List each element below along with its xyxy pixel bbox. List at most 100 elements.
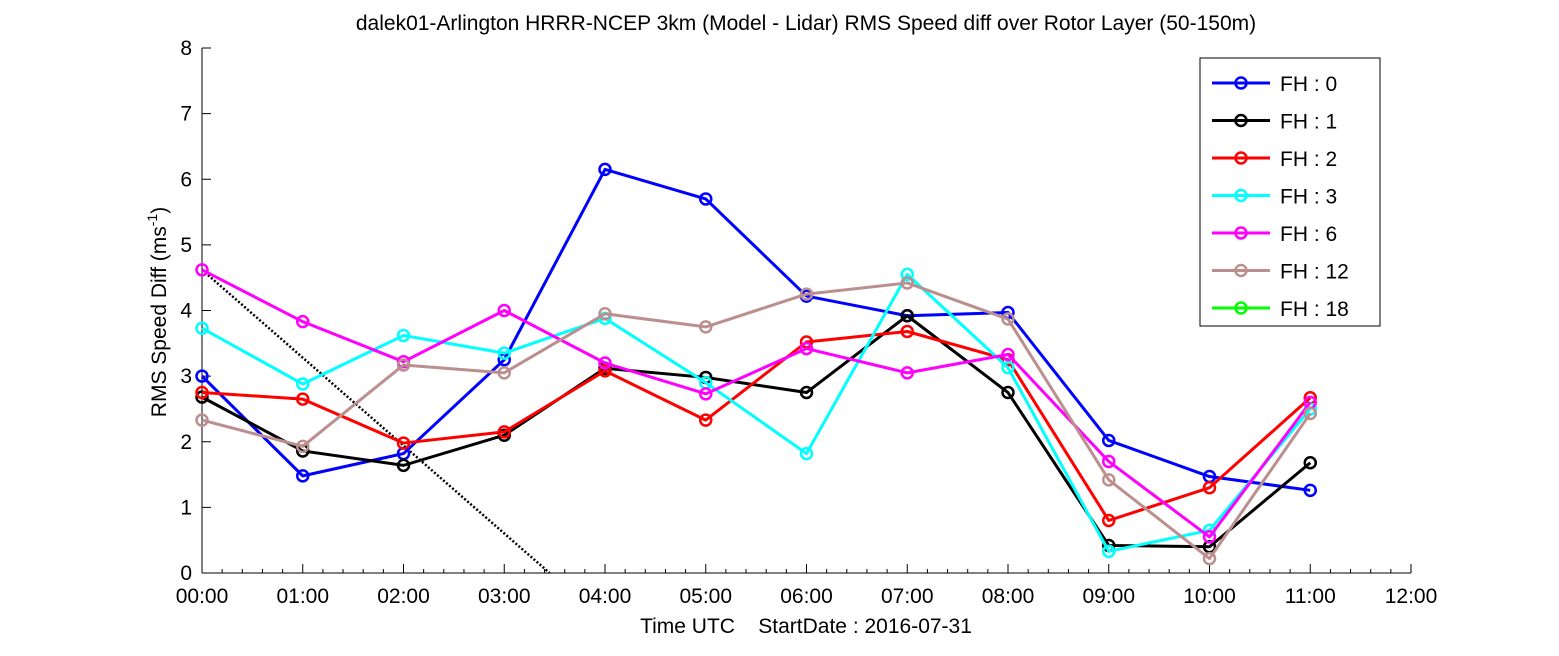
legend-swatch-marker xyxy=(1234,301,1248,315)
legend-entry: FH : 1 xyxy=(1212,111,1337,134)
data-point xyxy=(799,385,814,400)
legend-swatch-marker xyxy=(1234,263,1248,278)
x-tick-label: 06:00 xyxy=(780,585,833,608)
dotted-reference-line xyxy=(201,268,551,574)
data-point xyxy=(699,413,713,427)
legend: FH : 0 FH : 1 FH : 2 FH : 3 FH : 6 FH : 12 FH … xyxy=(1199,57,1381,327)
data-point xyxy=(598,356,612,370)
y-tick-label: 3 xyxy=(180,365,192,388)
data-point xyxy=(1102,544,1116,559)
data-point xyxy=(900,324,914,339)
y-axis-label-end: ) xyxy=(148,207,171,214)
y-axis-label-main: RMS Speed Diff (ms xyxy=(148,226,171,417)
data-point xyxy=(598,307,612,321)
data-point xyxy=(296,392,310,406)
y-tick-label: 0 xyxy=(180,562,192,585)
x-tick-label: 01:00 xyxy=(276,585,329,608)
series-fh-2 xyxy=(195,324,1317,528)
legend-entry: FH : 12 xyxy=(1212,261,1349,284)
legend-entry: FH : 2 xyxy=(1212,148,1337,171)
data-point xyxy=(699,320,713,334)
x-tick-label: 03:00 xyxy=(478,585,531,608)
data-point xyxy=(1102,454,1116,469)
y-tick-label: 6 xyxy=(180,168,192,191)
y-tick-label: 8 xyxy=(180,37,192,60)
legend-swatch-marker xyxy=(1234,151,1248,165)
legend-label: FH : 2 xyxy=(1280,148,1337,171)
data-point xyxy=(900,276,914,290)
data-point xyxy=(1202,480,1217,495)
data-point xyxy=(699,387,713,401)
data-point xyxy=(396,358,411,372)
x-tick-label: 07:00 xyxy=(881,585,934,608)
data-point xyxy=(195,369,209,383)
series-line xyxy=(201,272,1312,553)
plot-area: 0 1 2 3 4 5 6 7 8 00:00 01:00 02:00 03:00 04:00 05:00 0… xyxy=(176,37,1438,608)
data-point xyxy=(396,328,411,343)
legend-label: FH : 1 xyxy=(1280,111,1337,134)
data-point xyxy=(1202,551,1217,566)
x-tick-label: 10:00 xyxy=(1183,585,1236,608)
series-line xyxy=(201,330,1312,522)
x-tick-label: 02:00 xyxy=(377,585,430,608)
data-point xyxy=(195,390,209,404)
data-point xyxy=(1001,360,1015,375)
legend-label: FH : 18 xyxy=(1280,298,1349,321)
x-tick-label: 04:00 xyxy=(579,585,632,608)
x-tick-label: 05:00 xyxy=(679,585,732,608)
legend-swatch-marker xyxy=(1234,76,1248,90)
y-axis-label-superscript: -1 xyxy=(144,214,160,227)
data-point xyxy=(296,439,310,454)
legend-label: FH : 6 xyxy=(1280,223,1337,246)
legend-swatch-marker xyxy=(1234,226,1248,240)
data-point xyxy=(1303,456,1317,470)
data-point xyxy=(799,446,814,461)
data-point xyxy=(296,377,310,391)
x-axis-label: Time UTC StartDate : 2016-07-31 xyxy=(640,615,972,638)
y-tick-label: 2 xyxy=(180,431,192,454)
y-tick-label: 1 xyxy=(180,496,192,519)
legend-entry: FH : 0 xyxy=(1212,73,1337,96)
data-point xyxy=(799,341,814,356)
data-point xyxy=(1202,530,1217,544)
x-tick-label: 00:00 xyxy=(176,585,229,608)
data-point xyxy=(195,385,209,400)
legend-entry: FH : 3 xyxy=(1212,186,1337,209)
y-axis-label: RMS Speed Diff (ms-1) xyxy=(144,207,171,417)
data-point xyxy=(598,364,612,378)
data-point xyxy=(1102,513,1116,528)
x-tick-label: 09:00 xyxy=(1082,585,1135,608)
chart-title: dalek01-Arlington HRRR-NCEP 3km (Model -… xyxy=(356,12,1256,35)
data-point xyxy=(497,303,511,318)
data-point xyxy=(799,287,814,301)
legend-entry: FH : 6 xyxy=(1212,223,1337,246)
series-fh-12 xyxy=(195,276,1317,566)
legend-box xyxy=(1199,57,1381,327)
legend-label: FH : 12 xyxy=(1280,261,1349,284)
data-point xyxy=(1102,473,1116,487)
series-fh-6 xyxy=(195,263,1317,544)
data-point xyxy=(598,162,612,177)
data-point xyxy=(195,413,209,427)
data-point xyxy=(195,263,209,277)
series-line xyxy=(200,167,1311,492)
legend-swatch-marker xyxy=(1234,188,1248,203)
data-point xyxy=(1001,385,1015,400)
data-point xyxy=(900,366,914,380)
data-point xyxy=(699,192,713,206)
data-point xyxy=(1303,406,1317,421)
data-point xyxy=(900,267,914,282)
data-point xyxy=(1001,347,1015,362)
series-line xyxy=(201,268,1312,539)
data-point xyxy=(296,469,310,483)
x-tick-label: 08:00 xyxy=(982,585,1035,608)
data-point xyxy=(497,346,511,360)
x-tick-label: 11:00 xyxy=(1285,585,1336,608)
legend-swatch-marker xyxy=(1234,113,1248,128)
series-line xyxy=(201,281,1312,561)
x-tick-label: 12:00 xyxy=(1385,585,1438,608)
data-point xyxy=(296,314,310,329)
y-tick-label: 5 xyxy=(180,234,192,257)
data-point xyxy=(396,458,411,473)
